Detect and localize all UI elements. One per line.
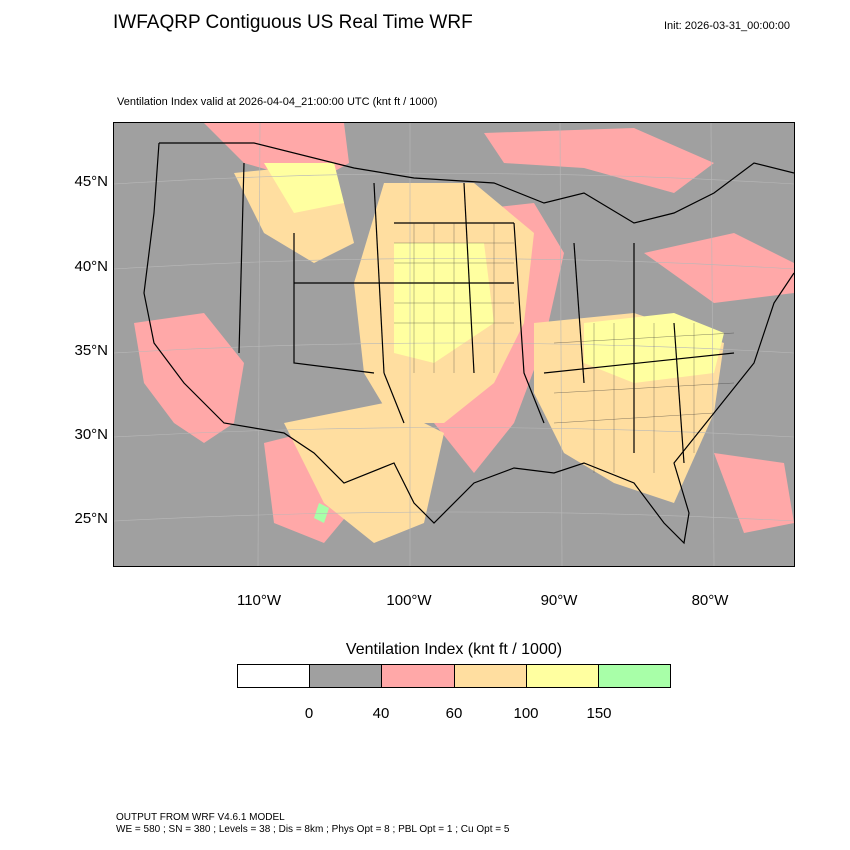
plot-subtitle: Ventilation Index valid at 2026-04-04_21… bbox=[117, 96, 438, 108]
lon-label-80w: 80°W bbox=[691, 592, 729, 609]
colorbar-swatch bbox=[238, 665, 311, 687]
lat-label-35n: 35°N bbox=[74, 342, 108, 359]
colorbar-label: 0 bbox=[304, 705, 314, 722]
model-info-line1: OUTPUT FROM WRF V4.6.1 MODEL bbox=[116, 812, 285, 823]
map-canvas bbox=[113, 122, 795, 567]
colorbar-swatch bbox=[382, 665, 455, 687]
lat-label-45n: 45°N bbox=[74, 173, 108, 190]
lon-label-110w: 110°W bbox=[236, 592, 282, 609]
colorbar-title: Ventilation Index (knt ft / 1000) bbox=[345, 641, 563, 658]
colorbar-swatch bbox=[598, 665, 671, 687]
lat-label-30n: 30°N bbox=[74, 426, 108, 443]
colorbar-label: 40 bbox=[372, 705, 390, 722]
colorbar-label: 100 bbox=[513, 705, 539, 722]
model-info-line2: WE = 580 ; SN = 380 ; Levels = 38 ; Dis … bbox=[116, 824, 510, 835]
colorbar-swatch bbox=[310, 665, 383, 687]
colorbar bbox=[237, 664, 671, 688]
init-time: Init: 2026-03-31_00:00:00 bbox=[664, 20, 790, 32]
county-lines bbox=[394, 223, 735, 473]
plot-title: IWFAQRP Contiguous US Real Time WRF bbox=[113, 12, 473, 33]
colorbar-label: 150 bbox=[586, 705, 612, 722]
lon-label-100w: 100°W bbox=[386, 592, 432, 609]
lat-label-25n: 25°N bbox=[74, 510, 108, 527]
colorbar-swatch bbox=[454, 665, 527, 687]
ventilation-fill-green bbox=[314, 503, 329, 523]
lon-label-90w: 90°W bbox=[540, 592, 578, 609]
colorbar-label: 60 bbox=[445, 705, 463, 722]
lat-label-40n: 40°N bbox=[74, 258, 108, 275]
colorbar-swatch bbox=[526, 665, 599, 687]
ventilation-index-map bbox=[113, 122, 795, 567]
